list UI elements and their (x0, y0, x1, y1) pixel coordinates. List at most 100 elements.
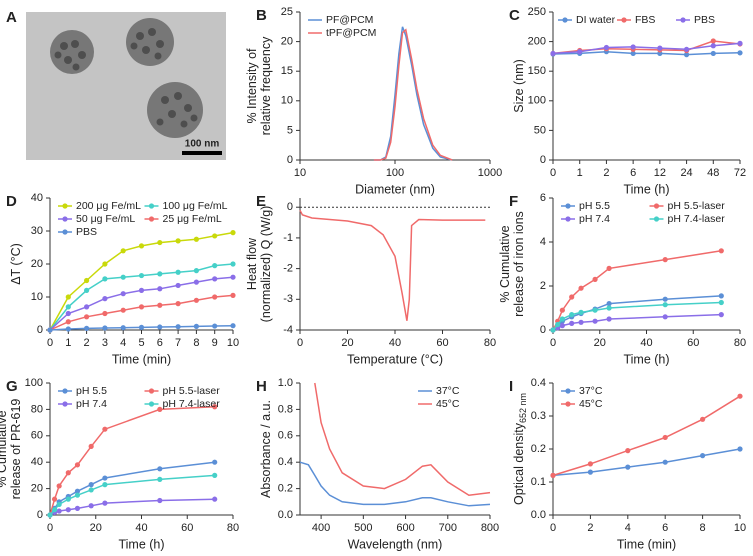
legend-marker (148, 401, 155, 407)
y-axis-label-text: relative frequency (259, 36, 273, 135)
x-tick-label: 1 (577, 167, 583, 179)
data-point (710, 43, 716, 49)
legend-label: PBS (694, 14, 715, 26)
data-point (175, 301, 181, 307)
legend-marker (62, 216, 68, 222)
y-tick-label: 40 (31, 456, 43, 468)
data-point (555, 321, 561, 328)
y-tick-label: 0.0 (278, 509, 293, 521)
y-axis-label-text: release of iron ions (512, 211, 526, 317)
data-point (559, 307, 565, 313)
data-point (578, 319, 584, 325)
data-point (662, 434, 668, 441)
data-point (157, 497, 163, 504)
x-tick-label: 40 (389, 337, 401, 349)
data-point (102, 482, 108, 488)
legend-marker (148, 203, 155, 209)
y-tick-label: 1.0 (278, 377, 293, 389)
y-axis-label: ΔT (°C) (9, 243, 23, 285)
y-tick-label: 250 (528, 6, 546, 18)
data-point (56, 501, 62, 508)
legend-label: 200 μg Fe/mL (76, 200, 141, 212)
legend-label: pH 7.4-laser (163, 398, 221, 410)
y-axis-label: release of PR-619 (9, 399, 23, 500)
x-tick-label: 48 (707, 167, 719, 179)
x-tick-label: 10 (227, 337, 239, 349)
data-point (630, 44, 636, 50)
legend-label: 45°C (579, 398, 603, 410)
legend-marker (565, 203, 571, 209)
data-point (577, 49, 583, 55)
x-tick-label: 6 (662, 522, 668, 534)
series-line (49, 276, 234, 331)
data-point (120, 274, 126, 280)
data-point (120, 307, 126, 313)
legend-label: 37°C (579, 385, 603, 397)
y-tick-label: -1 (283, 232, 293, 244)
y-tick-label: 40 (31, 192, 43, 204)
y-tick-label: 4 (540, 236, 546, 248)
legend-label: pH 7.4 (76, 398, 107, 410)
x-axis-label: Time (h) (623, 182, 669, 196)
data-point (175, 324, 181, 330)
data-point (578, 309, 584, 315)
data-point (88, 482, 94, 488)
y-axis-label: % Cumulative (0, 410, 9, 487)
data-point (102, 426, 108, 432)
data-point (47, 327, 53, 333)
x-tick-label: 0 (550, 337, 556, 349)
data-point (737, 50, 743, 56)
y-tick-label: 50 (534, 124, 546, 136)
data-point (230, 274, 236, 280)
x-tick-label: 4 (625, 522, 631, 534)
x-axis-label: Time (h) (623, 352, 669, 366)
data-point (84, 314, 90, 320)
data-point (212, 404, 218, 410)
y-tick-label: 15 (281, 65, 293, 77)
y-tick-label: 150 (528, 65, 546, 77)
legend-label: pH 7.4 (579, 213, 610, 225)
x-tick-label: 5 (138, 337, 144, 349)
data-point (65, 507, 71, 513)
data-point (569, 294, 575, 300)
data-point (74, 505, 81, 511)
data-point (193, 279, 199, 285)
data-point (212, 294, 218, 300)
series-line (299, 461, 491, 507)
series-line (299, 209, 486, 321)
data-point (550, 472, 556, 478)
y-tick-label: 0.1 (531, 476, 546, 488)
y-tick-label: 0.2 (531, 443, 546, 455)
data-point (683, 46, 690, 52)
legend-marker (62, 388, 68, 394)
x-tick-label: 500 (354, 522, 372, 534)
data-point (592, 318, 598, 324)
legend-label: pH 7.4-laser (668, 213, 726, 225)
x-tick-label: 3 (102, 337, 108, 349)
x-tick-label: 20 (90, 522, 102, 534)
legend-marker (565, 216, 571, 222)
data-point (662, 257, 668, 263)
legend-label: tPF@PCM (326, 27, 376, 39)
x-tick-label: 700 (439, 522, 457, 534)
y-axis-label: Optical density652 nm (512, 393, 528, 505)
y-tick-label: 0 (37, 324, 43, 336)
data-point (212, 276, 218, 282)
data-point (657, 45, 663, 51)
data-point (193, 236, 199, 242)
series-line (552, 40, 741, 55)
data-point (138, 324, 145, 330)
x-tick-label: 6 (630, 167, 636, 179)
data-point (193, 297, 199, 303)
legend-marker (148, 216, 155, 222)
y-axis-label-sub: 652 nm (518, 393, 528, 423)
legend-label: pH 5.5 (76, 385, 107, 397)
data-point (662, 459, 668, 465)
data-point (74, 492, 81, 498)
data-point (662, 314, 668, 320)
chart-panel: B 0 5 10 15 20 25 10 100 1000 Diameter (nm) % Inten… (245, 6, 502, 196)
y-tick-label: 0 (540, 154, 546, 166)
chart-panel: I 0.0 0.1 0.2 0.3 0.4 0 2 4 6 8 10 Time (min) Optical… (509, 377, 746, 551)
data-point (657, 50, 663, 57)
